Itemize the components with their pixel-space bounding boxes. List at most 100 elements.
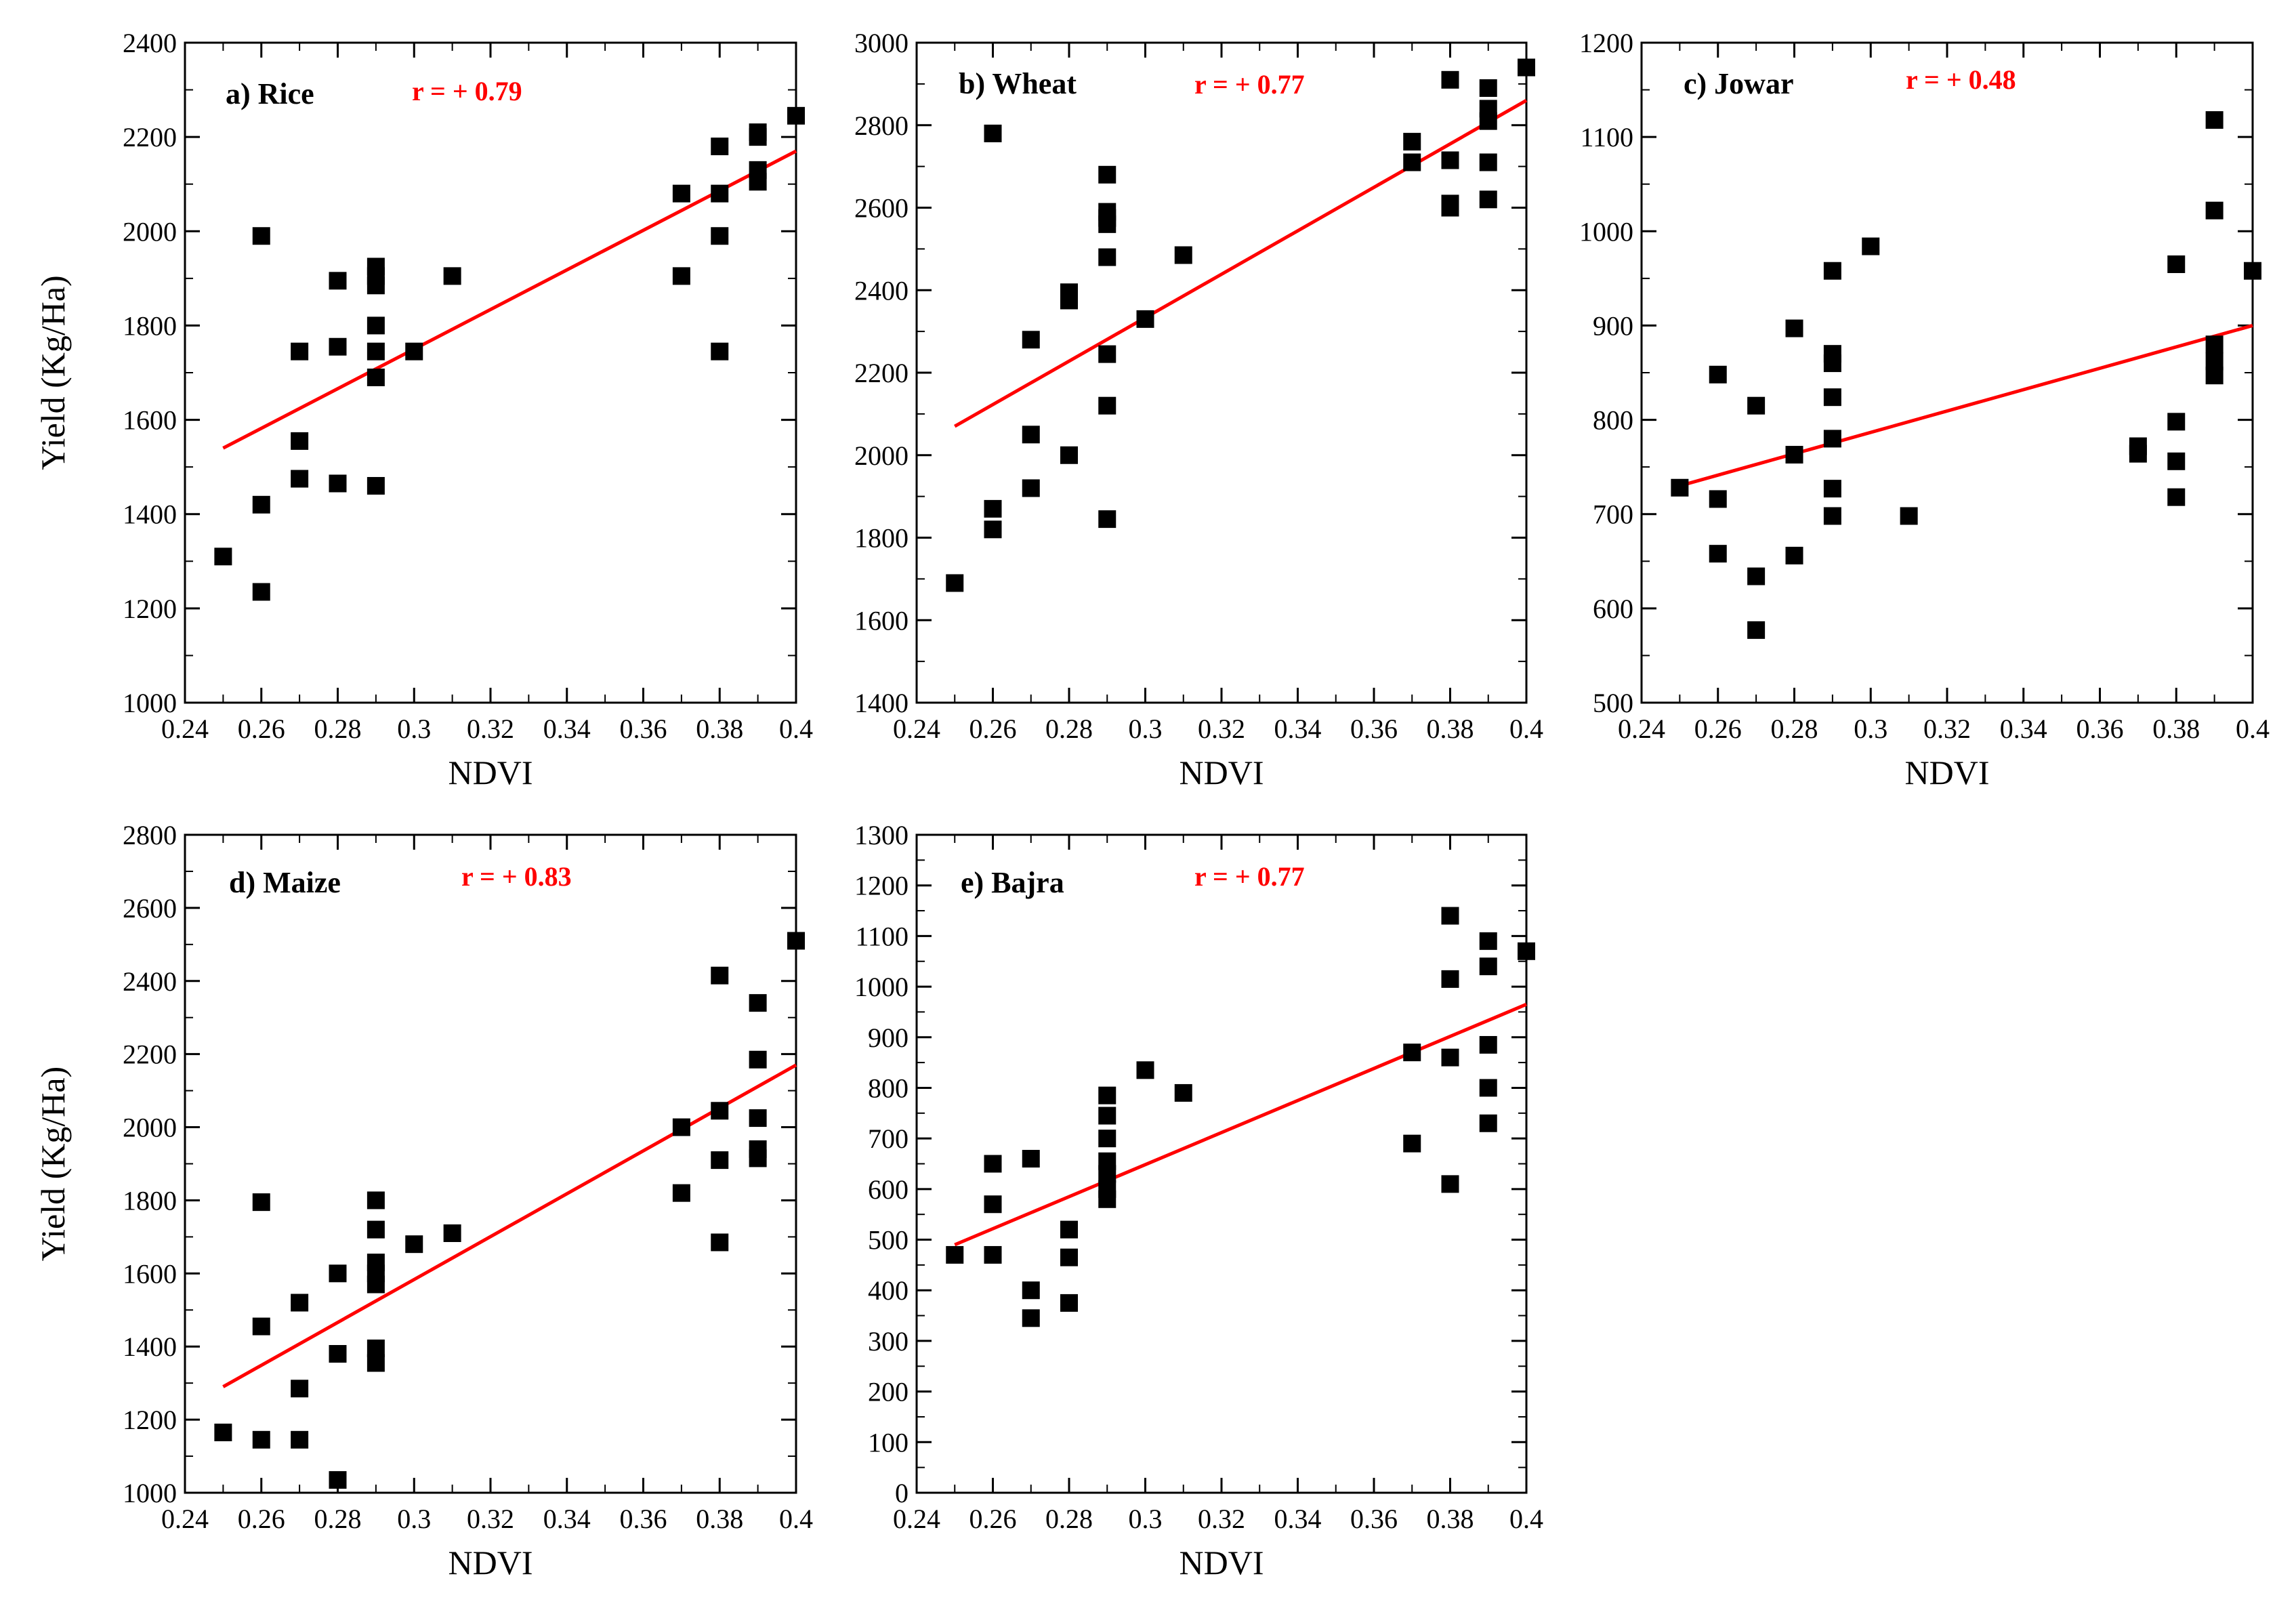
x-tick-label: 0.34 bbox=[1274, 1504, 1322, 1534]
data-point bbox=[1022, 1150, 1040, 1168]
data-point bbox=[984, 1245, 1002, 1264]
data-point bbox=[1403, 133, 1421, 151]
y-tick-label: 1000 bbox=[123, 688, 177, 718]
x-tick-label: 0.26 bbox=[238, 714, 285, 744]
data-point bbox=[1022, 479, 1040, 497]
data-point bbox=[1823, 430, 1841, 448]
y-tick-label: 500 bbox=[1593, 688, 1633, 718]
data-point bbox=[2129, 445, 2147, 463]
data-point bbox=[2205, 111, 2224, 129]
x-axis-title: NDVI bbox=[1905, 753, 1990, 791]
data-point bbox=[291, 1380, 309, 1398]
data-point bbox=[1479, 112, 1497, 130]
x-tick-label: 0.28 bbox=[1771, 714, 1818, 744]
y-tick-label: 1400 bbox=[123, 499, 177, 530]
panel-title: a) Rice bbox=[226, 77, 314, 110]
data-point bbox=[1479, 190, 1497, 209]
x-tick-label: 0.28 bbox=[1045, 1504, 1093, 1534]
y-tick-label: 1300 bbox=[854, 820, 909, 850]
y-tick-label: 1600 bbox=[123, 405, 177, 436]
y-tick-label: 2000 bbox=[123, 1113, 177, 1143]
data-point bbox=[1174, 246, 1192, 264]
data-point bbox=[787, 106, 805, 125]
y-axis-title: Yield (Kg/Ha) bbox=[34, 1067, 72, 1261]
x-tick-label: 0.36 bbox=[1350, 714, 1398, 744]
data-point bbox=[367, 1275, 385, 1294]
x-tick-label: 0.3 bbox=[1129, 714, 1163, 744]
data-point bbox=[711, 227, 729, 245]
data-point bbox=[711, 1233, 729, 1252]
data-point bbox=[252, 495, 270, 514]
x-tick-label: 0.4 bbox=[779, 1504, 813, 1534]
data-point bbox=[672, 267, 690, 285]
data-point bbox=[2167, 452, 2186, 470]
panel-title: c) Jowar bbox=[1684, 67, 1794, 100]
y-tick-label: 0 bbox=[895, 1478, 909, 1508]
data-point bbox=[1403, 1043, 1421, 1062]
data-point bbox=[1022, 331, 1040, 349]
data-point bbox=[367, 1191, 385, 1210]
x-tick-label: 0.34 bbox=[2000, 714, 2047, 744]
data-point bbox=[1785, 319, 1803, 337]
data-point bbox=[946, 574, 964, 592]
y-tick-label: 1200 bbox=[123, 1405, 177, 1435]
data-point bbox=[1862, 237, 1880, 255]
data-point bbox=[367, 276, 385, 295]
data-point bbox=[1823, 354, 1841, 373]
data-point bbox=[1709, 365, 1727, 384]
data-point bbox=[1098, 396, 1116, 415]
y-tick-label: 2600 bbox=[123, 893, 177, 924]
data-point bbox=[711, 138, 729, 156]
data-point bbox=[749, 1149, 767, 1167]
y-tick-label: 400 bbox=[868, 1275, 909, 1306]
data-point bbox=[2205, 201, 2224, 220]
regression-line bbox=[954, 1002, 1527, 1247]
data-point bbox=[367, 342, 385, 360]
data-point bbox=[672, 1118, 690, 1136]
panel-title: e) Bajra bbox=[961, 866, 1064, 899]
y-tick-label: 200 bbox=[868, 1377, 909, 1407]
data-point bbox=[1479, 1079, 1497, 1097]
data-point bbox=[329, 474, 347, 493]
x-tick-label: 0.24 bbox=[161, 714, 209, 744]
data-point bbox=[984, 499, 1002, 518]
data-point bbox=[1709, 545, 1727, 563]
data-point bbox=[1747, 621, 1766, 639]
data-point bbox=[2167, 255, 2186, 273]
data-point bbox=[367, 476, 385, 495]
correlation-label: r = + 0.77 bbox=[1194, 69, 1305, 100]
data-point bbox=[2167, 488, 2186, 506]
x-tick-label: 0.24 bbox=[893, 714, 940, 744]
y-tick-label: 3000 bbox=[854, 28, 909, 58]
x-tick-label: 0.32 bbox=[467, 714, 514, 744]
x-tick-label: 0.4 bbox=[2236, 714, 2270, 744]
y-tick-label: 1400 bbox=[123, 1331, 177, 1362]
data-point bbox=[1785, 546, 1803, 564]
correlation-label: r = + 0.77 bbox=[1194, 861, 1305, 892]
data-point bbox=[1479, 79, 1497, 97]
data-point bbox=[252, 583, 270, 601]
x-tick-label: 0.26 bbox=[238, 1504, 285, 1534]
y-tick-label: 1400 bbox=[854, 688, 909, 718]
data-point bbox=[291, 432, 309, 450]
data-point bbox=[1136, 1061, 1154, 1079]
data-point bbox=[367, 1354, 385, 1372]
data-point bbox=[749, 1050, 767, 1069]
data-point bbox=[2205, 335, 2224, 354]
panel-c-jowar: 0.24 0.26 0.28 0.3 0.32 0.34 0.36 0.38 0.4 500 600… bbox=[1579, 28, 2270, 791]
data-point bbox=[329, 337, 347, 356]
data-point bbox=[443, 267, 461, 285]
y-tick-label: 700 bbox=[1593, 499, 1633, 530]
data-point bbox=[1479, 1035, 1497, 1054]
y-tick-label: 1000 bbox=[854, 972, 909, 1002]
data-point bbox=[1022, 426, 1040, 444]
x-tick-label: 0.36 bbox=[620, 714, 667, 744]
data-point bbox=[329, 1345, 347, 1363]
data-point bbox=[946, 1245, 964, 1264]
correlation-label: r = + 0.79 bbox=[412, 76, 522, 106]
data-point bbox=[1098, 215, 1116, 233]
y-tick-label: 2000 bbox=[854, 440, 909, 471]
data-point bbox=[1098, 1107, 1116, 1125]
data-point bbox=[672, 184, 690, 203]
data-point bbox=[1098, 1130, 1116, 1148]
